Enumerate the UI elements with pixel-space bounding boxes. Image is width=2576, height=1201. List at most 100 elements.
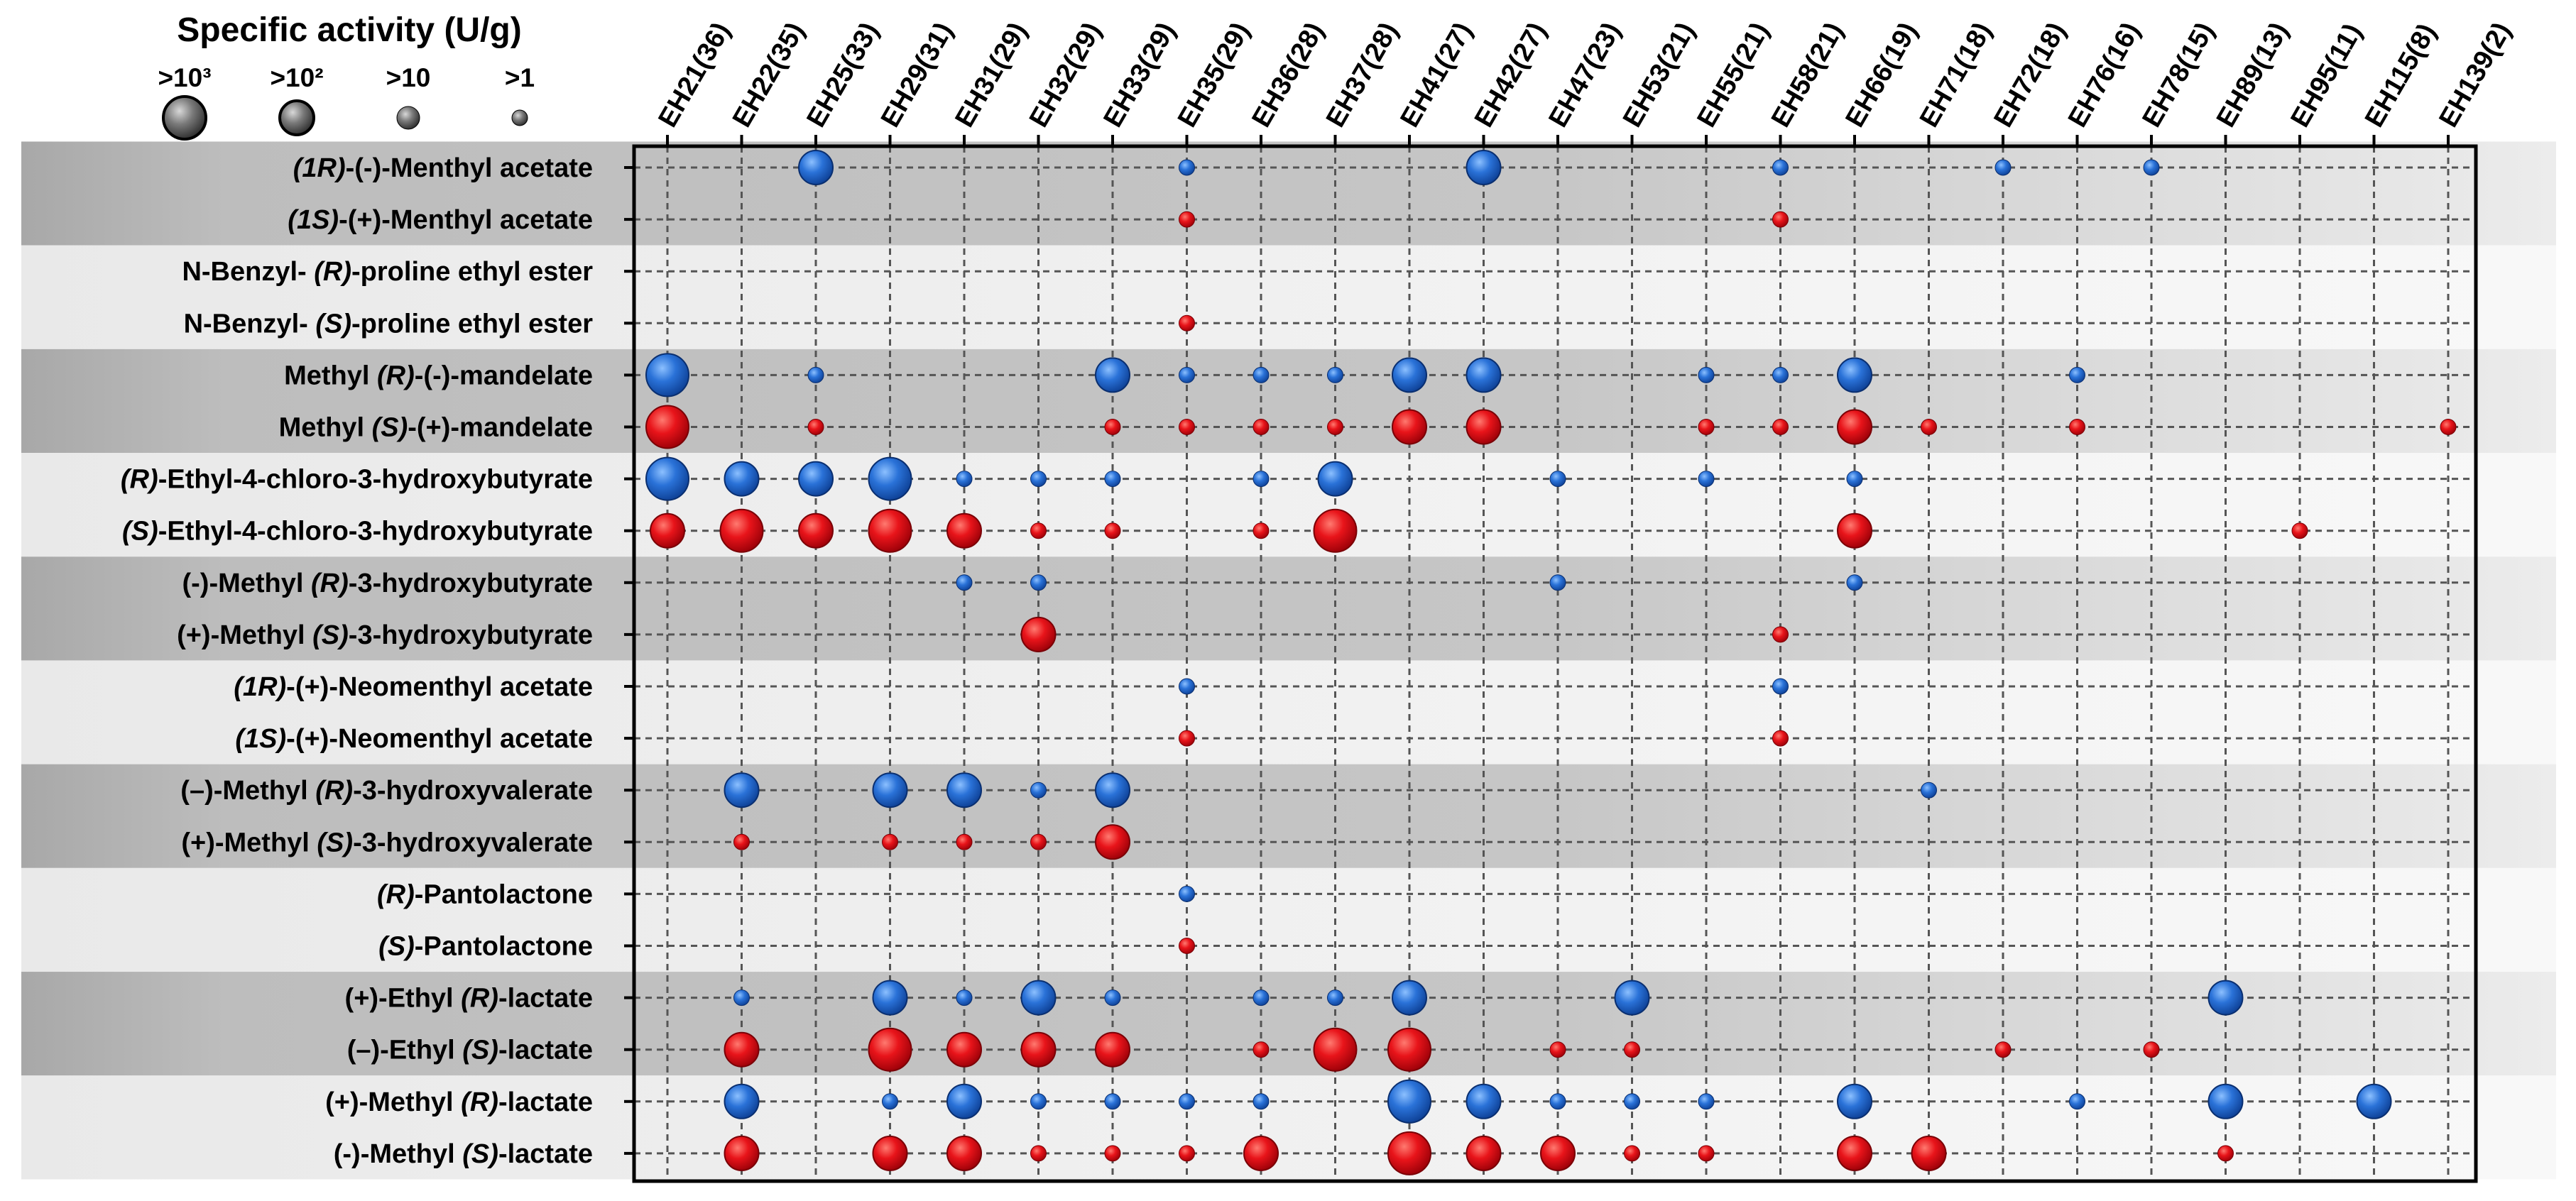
r-enantiomer-point: EH25(33) · (R)-Ethyl-4-chloro-3-hydroxyb… — [798, 461, 834, 497]
r-enantiomer-point: EH29(31) · (R)-Ethyl-4-chloro-3-hydroxyb… — [868, 456, 912, 501]
r-enantiomer-point: EH66(19) · (-)-Methyl (R)-3-hydroxybutyr… — [1846, 574, 1863, 591]
s-enantiomer-point: EH32(29) · (S)-Ethyl-4-chloro-3-hydroxyb… — [1030, 522, 1047, 539]
s-enantiomer-point: EH41(27) · (-)-Methyl (S)-lactate — [1387, 1131, 1431, 1175]
substrate-label: (–)-Ethyl (S)-lactate — [347, 1036, 593, 1065]
r-enantiomer-point: EH89(13) · (+)-Ethyl (R)-lactate — [2207, 980, 2244, 1016]
substrate-label: (R)-Ethyl-4-chloro-3-hydroxybutyrate — [121, 465, 593, 495]
enzyme-label: EH47(23) — [1543, 18, 1627, 133]
r-enantiomer-point: EH29(31) · (+)-Methyl (R)-lactate — [882, 1093, 898, 1110]
s-enantiomer-point: EH47(23) · (-)-Methyl (S)-lactate — [1540, 1135, 1576, 1171]
r-enantiomer-point: EH53(21) · (+)-Ethyl (R)-lactate — [1614, 980, 1650, 1016]
r-enantiomer-point: EH22(35) · (–)-Methyl (R)-3-hydroxyvaler… — [724, 772, 760, 808]
r-enantiomer-point: EH32(29) · (–)-Methyl (R)-3-hydroxyvaler… — [1030, 782, 1047, 799]
r-enantiomer-point: EH36(28) · (+)-Methyl (R)-lactate — [1252, 1093, 1270, 1110]
r-enantiomer-point: EH47(23) · (+)-Methyl (R)-lactate — [1549, 1093, 1566, 1110]
s-enantiomer-point: EH35(29) · (-)-Methyl (S)-lactate — [1179, 1145, 1195, 1162]
r-enantiomer-point: EH36(28) · (+)-Ethyl (R)-lactate — [1252, 989, 1270, 1007]
enzyme-label: EH71(18) — [1914, 18, 1998, 133]
enzyme-label: EH32(29) — [1024, 18, 1108, 133]
r-enantiomer-point: EH33(29) · (+)-Methyl (R)-lactate — [1104, 1093, 1121, 1110]
enzyme-label: EH25(33) — [801, 18, 885, 133]
grid-lines — [634, 146, 2476, 1181]
legend-label: >1 — [505, 63, 535, 92]
r-enantiomer-point: EH33(29) · (–)-Methyl (R)-3-hydroxyvaler… — [1095, 772, 1130, 808]
substrate-label: Methyl (R)-(-)-mandelate — [284, 361, 593, 390]
s-enantiomer-point: EH71(18) · Methyl (S)-(+)-mandelate — [1921, 419, 1937, 435]
r-enantiomer-point: EH33(29) · (R)-Ethyl-4-chloro-3-hydroxyb… — [1104, 471, 1121, 488]
legend-marker — [396, 106, 420, 130]
s-enantiomer-point: EH33(29) · Methyl (S)-(+)-mandelate — [1104, 419, 1121, 435]
s-enantiomer-point: EH32(29) · (–)-Ethyl (S)-lactate — [1020, 1031, 1057, 1068]
s-enantiomer-point: EH35(29) · N-Benzyl- (S)-proline ethyl e… — [1179, 314, 1195, 331]
r-enantiomer-point: EH22(35) · (R)-Ethyl-4-chloro-3-hydroxyb… — [724, 461, 760, 497]
substrate-label: N-Benzyl- (S)-proline ethyl ester — [184, 309, 594, 339]
legend: Specific activity (U/g) >10³ >10² >10 >1 — [158, 11, 535, 141]
row-band — [21, 349, 2556, 454]
enzyme-label: EH37(28) — [1321, 18, 1404, 133]
legend-title: Specific activity (U/g) — [177, 11, 521, 49]
s-enantiomer-point: EH35(29) · (1S)-(+)-Neomenthyl acetate — [1179, 730, 1195, 747]
row-band — [21, 764, 2556, 868]
substrate-label: (1S)-(+)-Neomenthyl acetate — [235, 724, 593, 754]
r-enantiomer-point: EH41(27) · (+)-Methyl (R)-lactate — [1387, 1079, 1431, 1124]
r-enantiomer-point: EH37(28) · (+)-Ethyl (R)-lactate — [1327, 989, 1343, 1007]
r-enantiomer-point: EH32(29) · (R)-Ethyl-4-chloro-3-hydroxyb… — [1030, 471, 1047, 488]
r-enantiomer-point: EH53(21) · (+)-Methyl (R)-lactate — [1624, 1093, 1640, 1110]
s-enantiomer-point: EH31(29) · (–)-Ethyl (S)-lactate — [946, 1031, 982, 1068]
s-enantiomer-point: EH66(19) · (-)-Methyl (S)-lactate — [1837, 1135, 1872, 1171]
legend-marker — [278, 99, 315, 136]
plot-frame — [632, 144, 2478, 1183]
s-enantiomer-point: EH33(29) · (–)-Ethyl (S)-lactate — [1095, 1031, 1130, 1068]
r-enantiomer-point: EH55(21) · (R)-Ethyl-4-chloro-3-hydroxyb… — [1698, 471, 1715, 488]
substrate-label: (1R)-(-)-Menthyl acetate — [293, 153, 593, 183]
s-enantiomer-point: EH78(15) · (–)-Ethyl (S)-lactate — [2143, 1041, 2160, 1058]
enzyme-label: EH22(35) — [727, 18, 811, 133]
s-enantiomer-point: EH36(28) · (–)-Ethyl (S)-lactate — [1252, 1041, 1270, 1058]
r-enantiomer-point: EH35(29) · (R)-Pantolactone — [1179, 885, 1195, 902]
s-enantiomer-point: EH37(28) · Methyl (S)-(+)-mandelate — [1327, 419, 1343, 435]
r-enantiomer-point: EH31(29) · (+)-Ethyl (R)-lactate — [956, 989, 973, 1007]
s-enantiomer-point: EH36(28) · Methyl (S)-(+)-mandelate — [1252, 419, 1270, 435]
r-enantiomer-point: EH66(19) · (+)-Methyl (R)-lactate — [1837, 1083, 1872, 1119]
row-band — [21, 660, 2556, 764]
r-enantiomer-point: EH33(29) · Methyl (R)-(-)-mandelate — [1095, 357, 1130, 393]
s-enantiomer-point: EH58(21) · (1S)-(+)-Menthyl acetate — [1772, 211, 1789, 228]
s-enantiomer-point: EH33(29) · (+)-Methyl (S)-3-hydroxyvaler… — [1095, 824, 1130, 860]
enzyme-label: EH21(36) — [653, 18, 736, 133]
s-enantiomer-point: EH139(2) · Methyl (S)-(+)-mandelate — [2440, 419, 2457, 435]
s-enantiomer-point: EH58(21) · Methyl (S)-(+)-mandelate — [1772, 419, 1789, 435]
substrate-label: (1R)-(+)-Neomenthyl acetate — [234, 672, 593, 702]
r-enantiomer-point: EH32(29) · (+)-Methyl (R)-lactate — [1030, 1093, 1047, 1110]
substrate-label: (-)-Methyl (S)-lactate — [334, 1139, 593, 1169]
s-enantiomer-point: EH31(29) · (S)-Ethyl-4-chloro-3-hydroxyb… — [946, 512, 982, 549]
substrate-label: (R)-Pantolactone — [377, 879, 593, 909]
enzyme-label: EH53(21) — [1617, 18, 1701, 133]
r-enantiomer-point: EH72(18) · (1R)-(-)-Menthyl acetate — [1994, 159, 2012, 176]
r-enantiomer-point: EH55(21) · Methyl (R)-(-)-mandelate — [1698, 366, 1715, 383]
s-enantiomer-point: EH36(28) · (-)-Methyl (S)-lactate — [1243, 1135, 1279, 1171]
row-band — [21, 867, 2556, 972]
s-enantiomer-point: EH41(27) · Methyl (S)-(+)-mandelate — [1392, 409, 1427, 445]
s-enantiomer-point: EH31(29) · (+)-Methyl (S)-3-hydroxyvaler… — [956, 833, 973, 850]
s-enantiomer-point: EH36(28) · (S)-Ethyl-4-chloro-3-hydroxyb… — [1252, 522, 1270, 539]
s-enantiomer-point: EH25(33) · Methyl (S)-(+)-mandelate — [807, 419, 824, 435]
enzyme-label: EH115(8) — [2359, 18, 2443, 132]
r-enantiomer-point: EH35(29) · Methyl (R)-(-)-mandelate — [1179, 366, 1195, 383]
r-enantiomer-point: EH41(27) · (+)-Ethyl (R)-lactate — [1392, 980, 1427, 1016]
r-enantiomer-point: EH78(15) · (1R)-(-)-Menthyl acetate — [2143, 159, 2160, 176]
r-enantiomer-point: EH42(27) · Methyl (R)-(-)-mandelate — [1466, 357, 1502, 393]
enzyme-label: EH139(2) — [2433, 18, 2517, 133]
legend-label: >10 — [386, 63, 431, 92]
x-axis-ticks — [624, 135, 2450, 1155]
enzyme-label: EH95(11) — [2285, 18, 2368, 132]
r-enantiomer-point: EH36(28) · Methyl (R)-(-)-mandelate — [1252, 366, 1270, 383]
r-enantiomer-point: EH37(28) · (R)-Ethyl-4-chloro-3-hydroxyb… — [1317, 461, 1353, 497]
s-enantiomer-point: EH31(29) · (-)-Methyl (S)-lactate — [946, 1135, 982, 1171]
enzyme-label: EH41(27) — [1395, 18, 1478, 133]
r-enantiomer-point: EH29(31) · (+)-Ethyl (R)-lactate — [872, 980, 908, 1016]
enzyme-label: EH89(13) — [2211, 18, 2295, 133]
s-enantiomer-point: EH58(21) · (+)-Methyl (S)-3-hydroxybutyr… — [1772, 626, 1789, 643]
r-enantiomer-point: EH22(35) · (+)-Ethyl (R)-lactate — [733, 989, 750, 1007]
r-enantiomer-point: EH115(8) · (+)-Methyl (R)-lactate — [2356, 1083, 2392, 1119]
